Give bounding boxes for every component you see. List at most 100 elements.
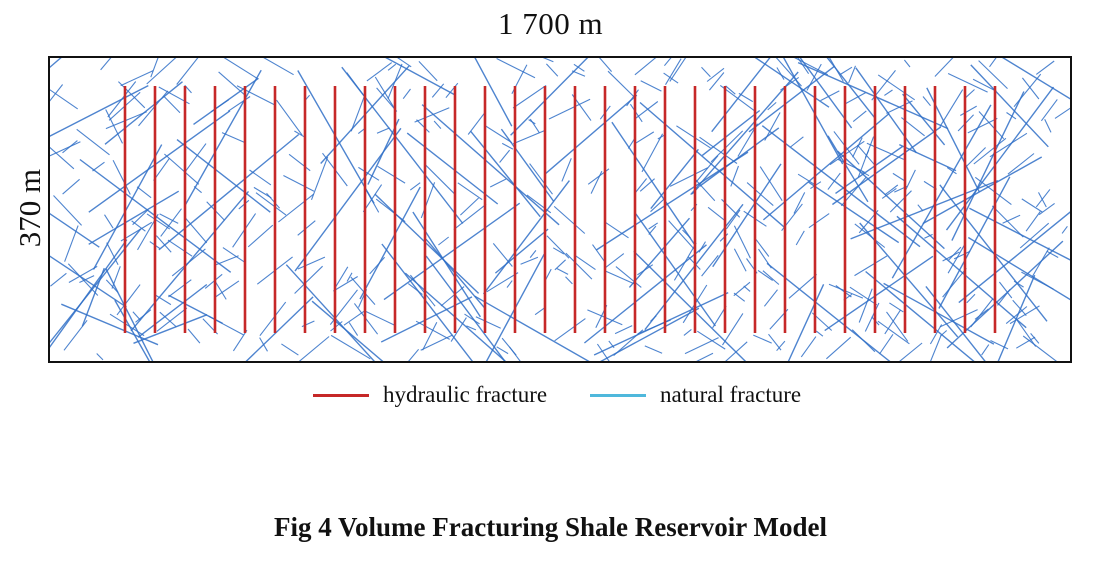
natural-fracture bbox=[88, 190, 180, 245]
reservoir-model-diagram bbox=[48, 56, 1072, 363]
natural-fracture bbox=[706, 67, 725, 82]
natural-fracture bbox=[604, 253, 625, 269]
natural-fracture bbox=[214, 280, 227, 300]
natural-fracture bbox=[529, 250, 537, 258]
natural-fracture bbox=[1006, 112, 1017, 120]
natural-fracture bbox=[380, 296, 473, 343]
natural-fracture bbox=[50, 255, 127, 308]
natural-fracture bbox=[851, 329, 876, 353]
natural-fracture bbox=[696, 352, 714, 361]
natural-fracture bbox=[837, 158, 865, 173]
natural-fracture bbox=[1007, 153, 1035, 175]
natural-fracture bbox=[253, 186, 272, 199]
natural-fracture bbox=[844, 92, 866, 105]
natural-fracture bbox=[376, 127, 390, 134]
legend-item-natural: natural fracture bbox=[590, 382, 801, 408]
natural-fracture bbox=[947, 243, 966, 274]
natural-fracture bbox=[969, 207, 1070, 261]
natural-fracture bbox=[433, 120, 442, 129]
natural-fracture bbox=[135, 309, 152, 323]
natural-fracture bbox=[852, 110, 867, 123]
natural-fracture bbox=[637, 264, 654, 276]
natural-fracture bbox=[1012, 299, 1027, 316]
natural-fracture bbox=[967, 236, 1070, 301]
natural-fracture bbox=[50, 239, 128, 348]
natural-fracture bbox=[1044, 119, 1052, 133]
natural-fracture bbox=[757, 269, 774, 281]
natural-fracture bbox=[50, 212, 100, 248]
natural-fracture bbox=[130, 190, 250, 332]
natural-fracture bbox=[639, 178, 655, 192]
natural-fracture bbox=[67, 263, 99, 296]
natural-fracture bbox=[247, 224, 274, 248]
natural-fracture bbox=[590, 170, 603, 194]
natural-fracture bbox=[406, 132, 499, 205]
legend-label-hydraulic: hydraulic fracture bbox=[383, 382, 548, 407]
natural-fracture bbox=[255, 192, 287, 216]
natural-fracture bbox=[374, 193, 480, 294]
natural-fracture bbox=[131, 220, 146, 232]
natural-fracture bbox=[682, 229, 692, 239]
natural-fracture bbox=[397, 58, 412, 68]
natural-fracture bbox=[884, 89, 893, 96]
natural-fracture bbox=[925, 285, 986, 361]
natural-fracture bbox=[385, 58, 456, 96]
natural-fracture-network bbox=[50, 58, 1070, 361]
natural-fracture bbox=[929, 324, 943, 345]
natural-fracture bbox=[50, 84, 149, 137]
natural-fracture bbox=[958, 211, 1070, 304]
natural-fracture bbox=[387, 63, 403, 100]
natural-fracture bbox=[1030, 333, 1040, 344]
natural-fracture bbox=[967, 117, 998, 134]
natural-fracture bbox=[100, 58, 112, 71]
natural-fracture bbox=[899, 143, 957, 172]
natural-fracture bbox=[990, 340, 1009, 350]
natural-fracture bbox=[245, 296, 314, 361]
natural-fracture bbox=[824, 255, 934, 332]
natural-fracture bbox=[640, 80, 662, 92]
natural-fracture bbox=[978, 111, 1005, 140]
natural-fracture bbox=[634, 101, 659, 120]
natural-fracture bbox=[76, 128, 110, 156]
natural-fracture bbox=[761, 125, 921, 248]
natural-fracture bbox=[948, 246, 962, 261]
natural-fracture bbox=[973, 137, 1007, 165]
natural-fracture bbox=[947, 73, 988, 93]
natural-fracture bbox=[972, 78, 997, 92]
natural-fracture bbox=[599, 58, 613, 72]
natural-fracture bbox=[648, 222, 659, 230]
natural-fracture bbox=[62, 140, 78, 154]
natural-fracture bbox=[815, 330, 824, 337]
natural-fracture bbox=[600, 307, 700, 361]
natural-fracture bbox=[829, 58, 844, 82]
natural-fracture bbox=[628, 217, 691, 288]
natural-fracture bbox=[424, 163, 456, 196]
natural-fracture bbox=[759, 166, 783, 201]
natural-fracture bbox=[298, 336, 330, 361]
natural-fracture bbox=[214, 280, 240, 298]
natural-fracture bbox=[358, 166, 380, 181]
natural-fracture bbox=[1002, 214, 1021, 224]
natural-fracture bbox=[544, 94, 638, 175]
natural-fracture bbox=[409, 182, 421, 191]
natural-fracture bbox=[793, 192, 806, 214]
natural-fracture bbox=[438, 236, 450, 246]
natural-fracture bbox=[799, 58, 853, 129]
natural-fracture bbox=[475, 316, 501, 329]
natural-fracture bbox=[889, 302, 904, 313]
natural-fracture bbox=[827, 135, 869, 203]
natural-fracture bbox=[341, 66, 464, 224]
natural-fracture bbox=[96, 353, 104, 361]
natural-fracture bbox=[50, 272, 67, 287]
natural-fracture bbox=[374, 76, 397, 111]
natural-fracture bbox=[160, 208, 182, 237]
natural-fracture bbox=[934, 58, 954, 77]
natural-fracture bbox=[634, 58, 657, 76]
natural-fracture bbox=[766, 262, 891, 361]
natural-fracture bbox=[615, 266, 642, 288]
natural-fracture bbox=[50, 58, 62, 69]
natural-fracture bbox=[138, 90, 169, 127]
natural-fracture bbox=[512, 130, 545, 145]
natural-fracture bbox=[552, 247, 565, 255]
natural-fracture bbox=[467, 113, 485, 135]
